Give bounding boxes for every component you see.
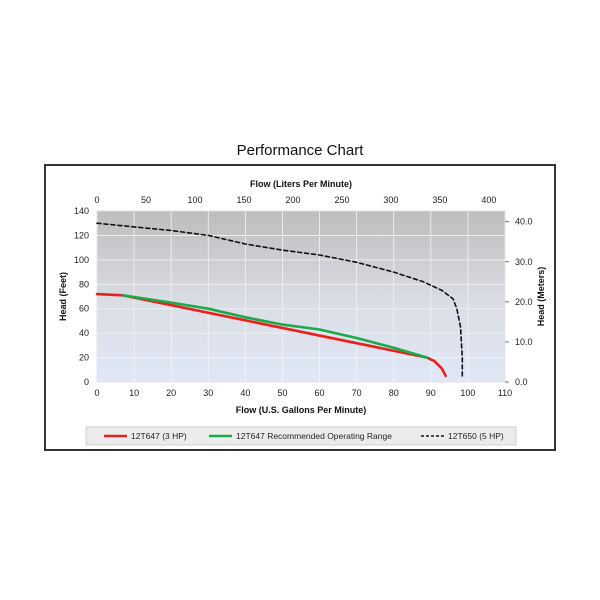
chart-title: Performance Chart (236, 142, 364, 159)
y-tick-label: 20 (79, 353, 89, 363)
x-tick-label: 100 (460, 388, 475, 398)
x-tick-label: 90 (426, 388, 436, 398)
plot-area (96, 210, 506, 383)
y2-tick-label: 0.0 (515, 377, 528, 387)
y-tick-label: 0 (84, 377, 89, 387)
x2-tick-label: 50 (141, 195, 151, 205)
y-axis-title: Head (Feet) (58, 272, 68, 321)
series-line-2 (121, 293, 429, 359)
y-tick-label: 100 (74, 255, 89, 265)
x-tick-label: 20 (166, 388, 176, 398)
x2-tick-label: 200 (285, 195, 300, 205)
x-tick-label: 70 (352, 388, 362, 398)
y2-tick-label: 40.0 (515, 217, 533, 227)
x-tick-label: 30 (203, 388, 213, 398)
x-tick-label: 50 (277, 388, 287, 398)
x2-tick-label: 150 (236, 195, 251, 205)
x-axis-title: Flow (U.S. Gallons Per Minute) (236, 405, 367, 415)
y-tick-label: 120 (74, 230, 89, 240)
legend-label-1: 12T647 (3 HP) (131, 431, 187, 441)
series-line-3 (96, 222, 464, 380)
x-tick-label: 110 (498, 388, 512, 398)
y2-tick-label: 30.0 (515, 257, 533, 267)
y-tick-label: 40 (79, 328, 89, 338)
y2-tick-label: 10.0 (515, 337, 533, 347)
x-tick-label: 10 (129, 388, 139, 398)
x2-tick-label: 0 (94, 195, 99, 205)
legend-label-3: 12T650 (5 HP) (448, 431, 504, 441)
x2-tick-label: 250 (334, 195, 349, 205)
x2-tick-label: 350 (432, 195, 447, 205)
x2-tick-label: 300 (383, 195, 398, 205)
y-tick-label: 60 (79, 304, 89, 314)
x2-tick-label: 400 (481, 195, 496, 205)
series-line-1 (95, 292, 448, 378)
legend-label-2: 12T647 Recommended Operating Range (236, 431, 392, 441)
legend-box (85, 426, 517, 446)
y-tick-label: 80 (79, 279, 89, 289)
x-tick-label: 60 (315, 388, 325, 398)
y2-tick-label: 20.0 (515, 297, 533, 307)
x2-axis-title: Flow (Liters Per Minute) (250, 179, 352, 189)
x-tick-label: 40 (240, 388, 250, 398)
x-tick-label: 80 (389, 388, 399, 398)
x-tick-label: 0 (94, 388, 99, 398)
x2-tick-label: 100 (187, 195, 202, 205)
y2-axis-title: Head (Meters) (536, 267, 546, 327)
y-tick-label: 140 (74, 206, 89, 216)
